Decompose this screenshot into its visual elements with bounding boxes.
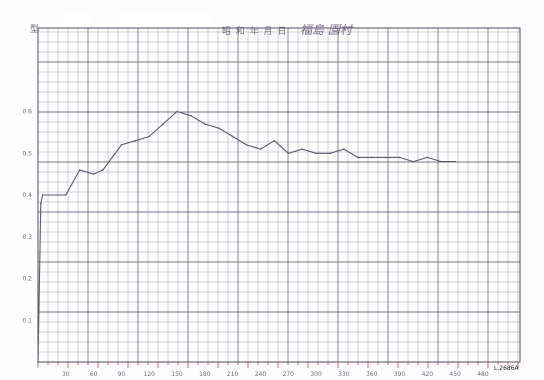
x-tick-label: 120 — [144, 371, 156, 378]
data-point — [102, 169, 104, 171]
data-point — [231, 135, 234, 138]
redaction-block — [60, 14, 90, 26]
header-left-label: 型 — [30, 25, 40, 35]
data-point — [356, 156, 359, 159]
x-tick-label: 90 — [118, 371, 126, 378]
data-point — [301, 148, 303, 150]
data-point — [370, 156, 373, 159]
x-tick-label: 240 — [255, 371, 267, 378]
data-point — [41, 194, 44, 196]
data-point — [204, 123, 206, 125]
data-point — [65, 194, 67, 196]
data-point — [245, 144, 248, 146]
x-tick-label: 30 — [62, 371, 70, 378]
data-point — [190, 114, 192, 117]
x-tick-label: 150 — [171, 371, 183, 378]
y-tick-label: 0.2 — [22, 276, 32, 283]
data-point — [287, 152, 290, 155]
plot-frame — [37, 27, 521, 363]
data-point — [343, 148, 345, 150]
data-point — [176, 110, 178, 113]
data-point — [39, 202, 42, 205]
y-tick-label: 0.4 — [22, 192, 32, 199]
x-tick-label: 210 — [227, 371, 239, 378]
data-point — [120, 144, 123, 146]
data-point — [426, 156, 429, 159]
y-tick-label: 0.5 — [22, 150, 32, 157]
data-point — [412, 160, 415, 163]
data-point — [78, 169, 81, 171]
data-point — [384, 156, 387, 159]
x-tick-label: 360 — [366, 371, 378, 378]
corner-mark: L.2686A — [494, 365, 519, 372]
data-point — [329, 152, 331, 155]
data-point — [259, 148, 262, 150]
x-tick-label: 300 — [310, 371, 322, 378]
header-date-label: 昭 和 年 月 日 — [222, 27, 288, 37]
x-tick-label: 60 — [90, 371, 98, 378]
handwritten-name: 福島 園村 — [300, 23, 352, 37]
data-point — [134, 139, 137, 142]
data-point — [92, 173, 95, 175]
y-tick-label: 0.6 — [22, 109, 32, 116]
data-point — [217, 127, 220, 129]
data-point — [454, 160, 456, 163]
x-tick-label: 270 — [283, 371, 295, 378]
data-point — [398, 156, 401, 159]
y-tick-label: 0.1 — [22, 317, 32, 324]
data-series-line — [37, 110, 456, 363]
y-tick-label: 0.3 — [22, 234, 32, 241]
data-point — [440, 160, 443, 163]
x-tick-label: 390 — [394, 371, 406, 378]
x-tick-label: 480 — [477, 371, 489, 378]
data-point — [162, 123, 164, 125]
data-point — [148, 135, 151, 138]
data-point — [273, 139, 276, 142]
x-tick-label: 420 — [422, 371, 434, 378]
x-tick-label: 450 — [449, 371, 461, 378]
x-tick-label: 330 — [338, 371, 350, 378]
data-point — [37, 361, 39, 363]
redaction-block — [120, 14, 210, 26]
x-tick-label: 180 — [199, 371, 211, 378]
data-point — [315, 152, 317, 155]
